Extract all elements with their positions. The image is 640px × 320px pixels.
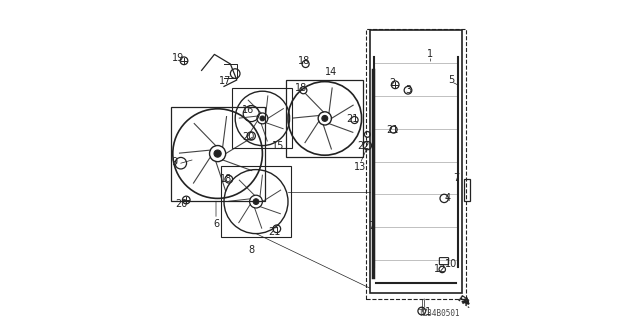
Text: 4: 4	[445, 193, 451, 204]
Bar	[366, 29, 466, 299]
Circle shape	[260, 116, 265, 121]
Bar	[232, 89, 292, 148]
Bar	[464, 179, 470, 201]
Text: 8: 8	[248, 244, 254, 255]
Text: 10: 10	[445, 259, 458, 269]
Text: FR.: FR.	[455, 294, 473, 310]
Text: 17: 17	[220, 76, 232, 86]
Text: 5: 5	[448, 75, 454, 85]
Text: 11: 11	[419, 307, 432, 317]
Text: 18: 18	[294, 83, 307, 93]
Text: 6: 6	[213, 219, 219, 229]
Text: 15: 15	[272, 140, 285, 151]
Bar	[170, 107, 265, 201]
Bar	[286, 80, 364, 157]
Text: 21: 21	[268, 227, 281, 237]
Text: 2: 2	[389, 78, 395, 88]
Text: 12: 12	[434, 264, 446, 275]
Text: 20: 20	[175, 199, 188, 209]
Text: TZ34B0501: TZ34B0501	[419, 309, 461, 318]
Text: 18: 18	[298, 56, 310, 67]
Text: 13: 13	[354, 162, 366, 172]
Text: 19: 19	[172, 52, 185, 63]
Bar	[370, 30, 463, 293]
Text: 1: 1	[428, 49, 433, 60]
Circle shape	[214, 150, 221, 157]
Text: 21: 21	[386, 125, 399, 135]
Text: 16: 16	[242, 105, 254, 116]
Text: 21: 21	[346, 114, 358, 124]
Text: 22: 22	[357, 141, 370, 151]
Text: 18: 18	[220, 174, 232, 184]
Text: 20: 20	[242, 132, 254, 142]
Text: 9: 9	[172, 156, 177, 167]
Text: 7: 7	[453, 172, 459, 183]
Text: 7: 7	[368, 220, 374, 231]
Text: 14: 14	[325, 67, 337, 77]
Bar	[221, 166, 291, 237]
Circle shape	[322, 116, 328, 121]
Circle shape	[253, 199, 259, 204]
Text: 3: 3	[405, 84, 411, 95]
